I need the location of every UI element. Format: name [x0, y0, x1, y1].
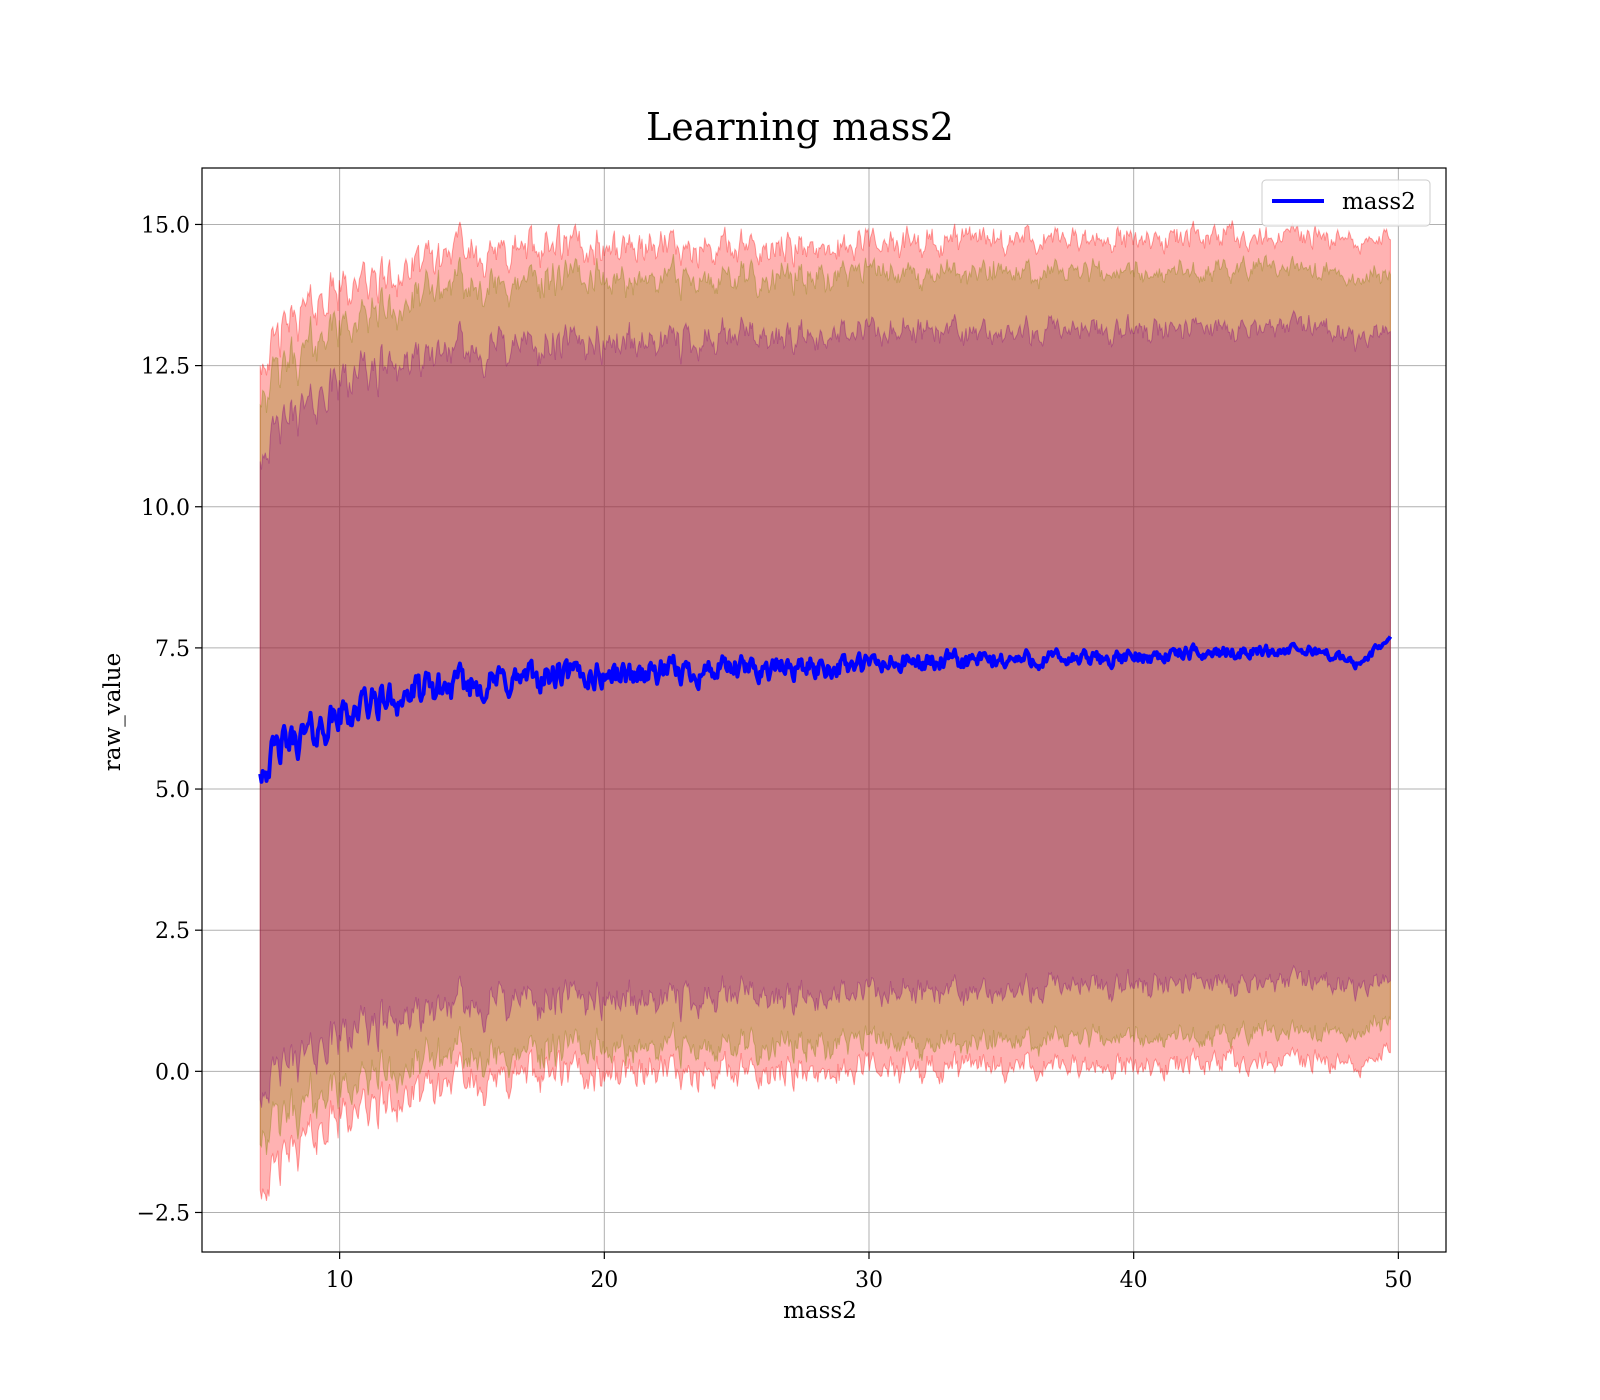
y-tick-label: 7.5: [155, 637, 190, 662]
y-tick-label: 5.0: [155, 778, 190, 803]
tick-layer: 10 20 30 40 50 −2.5 0.0 2.5 5.0 7.5 10.0 12.5 15.0: [137, 213, 1413, 1293]
confidence-band-3: [259, 309, 1391, 1108]
x-tick-label: 30: [855, 1268, 883, 1293]
y-tick-label: 12.5: [141, 355, 190, 380]
x-tick-label: 50: [1384, 1268, 1412, 1293]
x-tick-label: 40: [1120, 1268, 1148, 1293]
legend-label-mass2: mass2: [1342, 189, 1416, 215]
line-layer: [258, 635, 1393, 784]
y-tick-label: 15.0: [141, 213, 190, 238]
legend-box: [1261, 179, 1431, 227]
y-tick-label: −2.5: [137, 1201, 190, 1226]
y-tick-label: 2.5: [155, 919, 190, 944]
x-tick-label: 10: [326, 1268, 354, 1293]
confidence-band-2: [259, 254, 1391, 1156]
plot-frame: [201, 167, 1447, 1253]
series-line-mass2: [258, 635, 1393, 784]
y-tick-label: 0.0: [155, 1060, 190, 1085]
y-axis-label: raw_value: [100, 653, 126, 771]
x-axis-label: mass2: [783, 1298, 857, 1324]
legend: mass2: [1261, 179, 1431, 227]
grid-layer: [202, 168, 1446, 1252]
chart-title: Learning mass2: [646, 105, 954, 149]
x-tick-label: 20: [590, 1268, 618, 1293]
band-layer: [259, 220, 1391, 1201]
y-tick-label: 10.0: [141, 496, 190, 521]
confidence-band-1: [259, 220, 1391, 1201]
